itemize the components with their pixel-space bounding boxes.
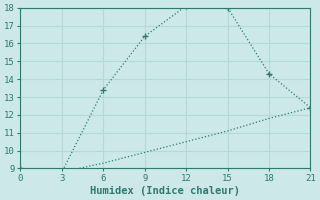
X-axis label: Humidex (Indice chaleur): Humidex (Indice chaleur) xyxy=(91,186,240,196)
